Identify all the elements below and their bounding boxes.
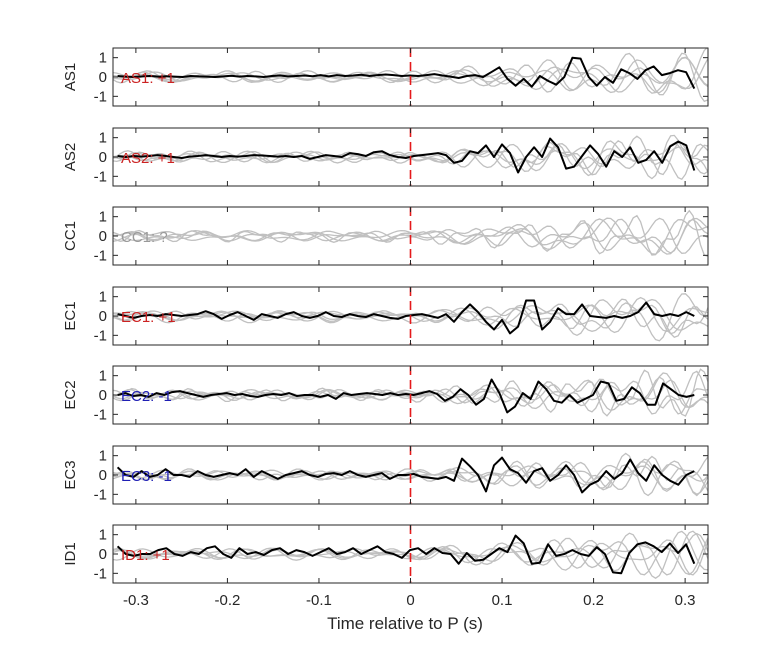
y-tick-label: 0 bbox=[99, 546, 107, 563]
y-axis-label: EC2 bbox=[62, 380, 79, 409]
main-trace bbox=[116, 456, 695, 494]
panel-ec3: -1 0 1 EC3 EC3: -1 bbox=[62, 445, 709, 505]
y-tick-label: 1 bbox=[99, 209, 107, 226]
y-tick-label: 1 bbox=[99, 50, 107, 67]
y-tick-label: 0 bbox=[99, 308, 107, 325]
background-trace bbox=[113, 464, 708, 490]
panel-cc1: -1 0 1 CC1 CC1: ? bbox=[62, 206, 709, 266]
panel-ec2: -1 0 1 EC2 EC2: -1 bbox=[62, 365, 709, 425]
y-axis-label: CC1 bbox=[62, 221, 79, 251]
main-trace bbox=[117, 137, 696, 174]
x-tick-label: -0.1 bbox=[306, 592, 332, 609]
y-tick-label: -1 bbox=[94, 486, 107, 503]
x-tick-label: -0.3 bbox=[123, 592, 149, 609]
polarity-annotation: CC1: ? bbox=[121, 229, 168, 246]
panel-ec1: -1 0 1 EC1 EC1: +1 bbox=[62, 286, 709, 346]
background-trace bbox=[113, 209, 708, 258]
x-tick-label: 0.1 bbox=[492, 592, 513, 609]
main-trace bbox=[117, 378, 695, 414]
polarity-annotation: ID1: +1 bbox=[121, 547, 170, 564]
x-tick-label: 0.2 bbox=[583, 592, 604, 609]
y-axis-label: EC1 bbox=[62, 301, 79, 330]
background-trace bbox=[113, 372, 708, 412]
panels: -1 0 1 AS1 AS1: +1 -1 0 1 AS2 AS2: +1 -1 0 1 CC1 CC1: … bbox=[62, 47, 709, 609]
main-trace bbox=[117, 299, 695, 335]
polarity-annotation: EC2: -1 bbox=[121, 388, 172, 405]
y-tick-label: -1 bbox=[94, 88, 107, 105]
main-trace bbox=[116, 534, 696, 575]
y-tick-label: -1 bbox=[94, 168, 107, 185]
y-axis-label: EC3 bbox=[62, 460, 79, 489]
y-tick-label: 0 bbox=[99, 69, 107, 86]
panel-as2: -1 0 1 AS2 AS2: +1 bbox=[62, 127, 709, 187]
y-tick-label: 1 bbox=[99, 527, 107, 544]
x-tick-label: 0 bbox=[406, 592, 414, 609]
y-axis-label: ID1 bbox=[62, 542, 79, 565]
y-tick-label: 0 bbox=[99, 228, 107, 245]
panel-id1: -1 0 1 ID1 ID1: +1 bbox=[62, 524, 709, 584]
x-axis: -0.3 -0.2 -0.1 0 0.1 0.2 0.3 bbox=[123, 592, 696, 609]
main-trace bbox=[117, 56, 696, 90]
y-tick-label: 0 bbox=[99, 467, 107, 484]
x-tick-label: 0.3 bbox=[675, 592, 696, 609]
y-axis-label: AS2 bbox=[62, 143, 79, 171]
y-tick-label: 0 bbox=[99, 387, 107, 404]
background-trace bbox=[113, 452, 708, 497]
y-tick-label: -1 bbox=[94, 247, 107, 264]
y-tick-label: -1 bbox=[94, 406, 107, 423]
y-tick-label: 1 bbox=[99, 289, 107, 306]
y-tick-label: 1 bbox=[99, 448, 107, 465]
y-tick-label: -1 bbox=[94, 565, 107, 582]
polarity-annotation: AS1: +1 bbox=[121, 70, 175, 87]
background-trace bbox=[113, 52, 708, 103]
y-tick-label: 1 bbox=[99, 130, 107, 147]
y-tick-label: -1 bbox=[94, 327, 107, 344]
y-tick-label: 1 bbox=[99, 368, 107, 385]
x-tick-label: -0.2 bbox=[214, 592, 240, 609]
y-axis-label: AS1 bbox=[62, 63, 79, 91]
background-trace bbox=[113, 218, 708, 255]
polarity-annotation: EC1: +1 bbox=[121, 309, 176, 326]
panel-as1: -1 0 1 AS1 AS1: +1 bbox=[62, 47, 709, 107]
polarity-annotation: EC3: -1 bbox=[121, 468, 172, 485]
x-axis-label: Time relative to P (s) bbox=[327, 614, 483, 633]
polarity-annotation: AS2: +1 bbox=[121, 150, 175, 167]
y-tick-label: 0 bbox=[99, 149, 107, 166]
background-trace bbox=[113, 143, 708, 175]
